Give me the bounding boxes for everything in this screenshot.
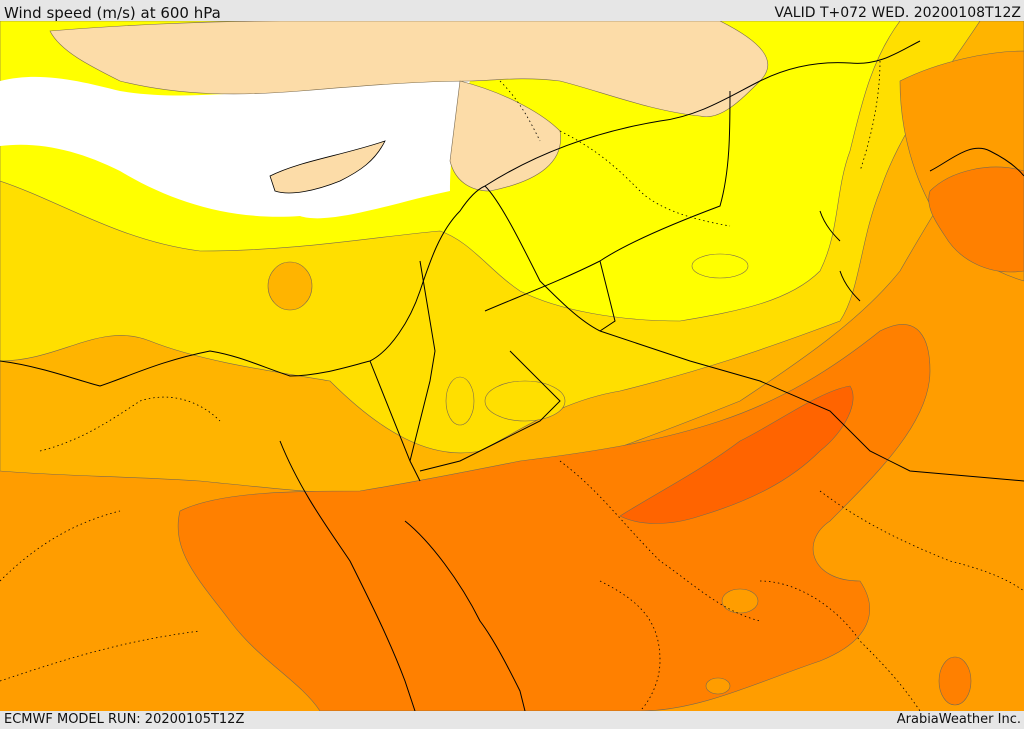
- contour-island: [445, 376, 475, 426]
- borders: [0, 40, 1024, 711]
- contour-island: [721, 588, 759, 614]
- header-bar: Wind speed (m/s) at 600 hPa VALID T+072 …: [0, 0, 1024, 22]
- map-canvas: [0, 21, 1024, 711]
- valid-time: VALID T+072 WED. 20200108T12Z: [774, 5, 1021, 21]
- model-run: ECMWF MODEL RUN: 20200105T12Z: [4, 712, 245, 727]
- turkey-land: [49, 21, 769, 118]
- contour-island: [267, 261, 313, 311]
- cyprus: [269, 140, 386, 194]
- levant-light: [449, 80, 561, 192]
- footer-bar: ECMWF MODEL RUN: 20200105T12Z ArabiaWeat…: [0, 711, 1024, 729]
- contour-island: [938, 656, 972, 706]
- contour-island: [691, 253, 749, 279]
- band-dark-orange: [177, 324, 931, 711]
- band-right-core: [928, 166, 1024, 273]
- band-core: [619, 385, 854, 524]
- mediterranean-sea: [0, 76, 470, 219]
- wind-speed-map: [0, 21, 1024, 711]
- contour-island: [484, 380, 566, 422]
- map-title: Wind speed (m/s) at 600 hPa: [4, 4, 221, 22]
- credit-text: ArabiaWeather Inc.: [896, 712, 1021, 727]
- contour-island: [705, 677, 731, 695]
- admin-lines: [0, 60, 1024, 711]
